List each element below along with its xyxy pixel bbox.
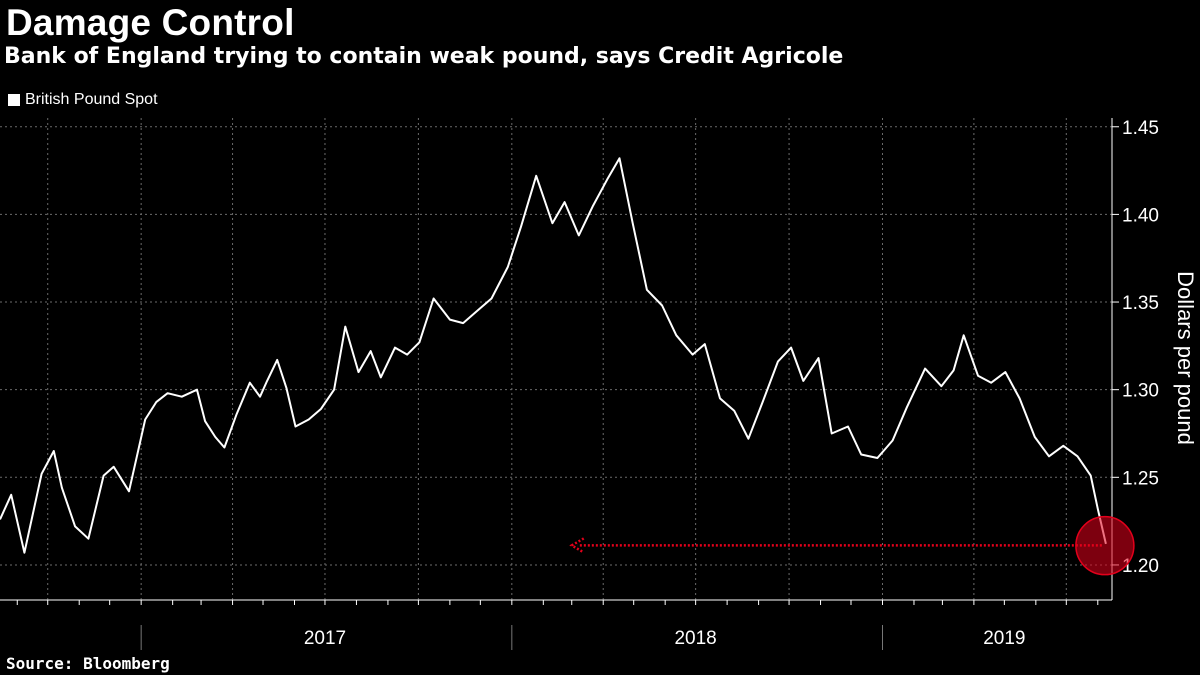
y-tick-label: 1.40 [1122,205,1159,226]
chart-title: Damage Control [6,2,295,43]
legend: British Pound Spot [8,91,158,109]
y-axis-label: Dollars per pound [1173,271,1198,445]
y-tick-label: 1.35 [1122,293,1159,314]
y-tick-label: 1.45 [1122,118,1159,139]
x-tick-label: 2018 [674,628,716,649]
y-tick-label: 1.25 [1122,468,1159,489]
series-line [0,157,1107,554]
chart-subtitle: Bank of England trying to contain weak p… [4,44,844,69]
series-layer [0,157,1107,554]
source-note: Source: Bloomberg [6,654,170,673]
y-tick-label: 1.30 [1122,381,1159,402]
x-tick-label: 2017 [304,628,346,649]
x-tick-label: 2019 [983,628,1025,649]
annotation-arrow-head [569,537,585,554]
grid [0,118,1112,600]
axes: 1.20 1.25 1.30 1.35 1.40 1.45 2017 2018 2019 [0,118,1159,650]
annotation-layer [569,515,1135,576]
legend-swatch [8,94,20,106]
y-tick-label: 1.20 [1122,556,1159,577]
legend-label: British Pound Spot [25,91,158,108]
